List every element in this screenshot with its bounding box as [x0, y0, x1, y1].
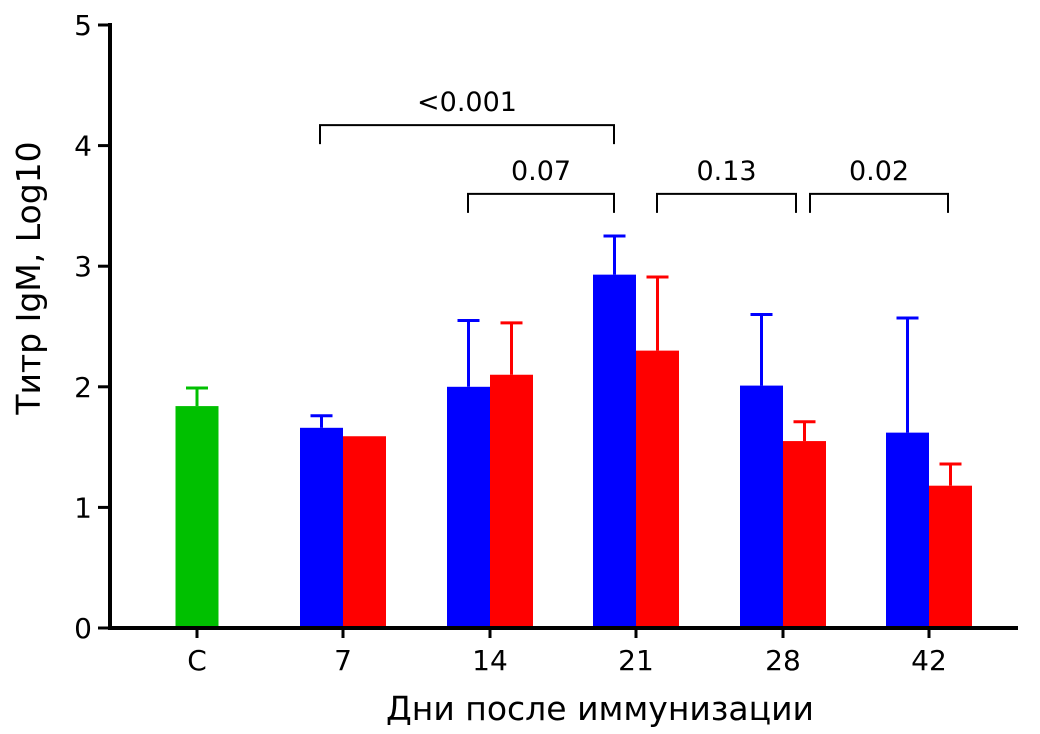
bar	[636, 350, 679, 628]
significance-bracket	[319, 124, 615, 145]
significance-bracket	[467, 192, 615, 213]
x-tick-label: 21	[618, 644, 654, 677]
significance-label: 0.07	[511, 156, 571, 187]
x-tick-label: 28	[765, 644, 801, 677]
y-tick-label: 3	[74, 250, 92, 283]
x-tick-label: C	[187, 644, 207, 677]
bar	[175, 406, 219, 628]
significance-annotations: <0.001 0.07 0.13 0.02	[319, 87, 949, 213]
bar	[929, 485, 972, 628]
y-axis-title: Титр IgM, Log10	[9, 141, 48, 415]
x-tick-label: 14	[472, 644, 508, 677]
bar	[447, 386, 490, 628]
significance-label: <0.001	[417, 87, 517, 118]
significance-bracket	[809, 192, 949, 213]
y-tick-label: 0	[74, 612, 92, 645]
significance-bracket	[656, 192, 797, 213]
x-axis-title: Дни после иммунизации	[386, 689, 814, 728]
bar	[300, 427, 343, 628]
significance-label: 0.13	[696, 156, 756, 187]
bar	[593, 274, 636, 628]
significance-label: 0.02	[849, 156, 909, 187]
y-tick-label: 1	[74, 491, 92, 524]
bar	[343, 436, 386, 628]
x-tick-label: 42	[911, 644, 947, 677]
y-tick-label: 2	[74, 371, 92, 404]
bars-layer	[175, 274, 972, 628]
y-tick-label: 5	[74, 9, 92, 42]
x-tick-label: 7	[334, 644, 352, 677]
error-bars-layer	[186, 234, 962, 486]
ticks-layer: 0 1 2 3 4 5 C 7 14 21 28 42	[74, 9, 947, 677]
bar	[886, 432, 929, 628]
bar	[740, 385, 783, 628]
bar	[783, 441, 826, 628]
y-tick-label: 4	[74, 130, 92, 163]
bar	[490, 374, 533, 628]
axes	[108, 23, 1018, 630]
